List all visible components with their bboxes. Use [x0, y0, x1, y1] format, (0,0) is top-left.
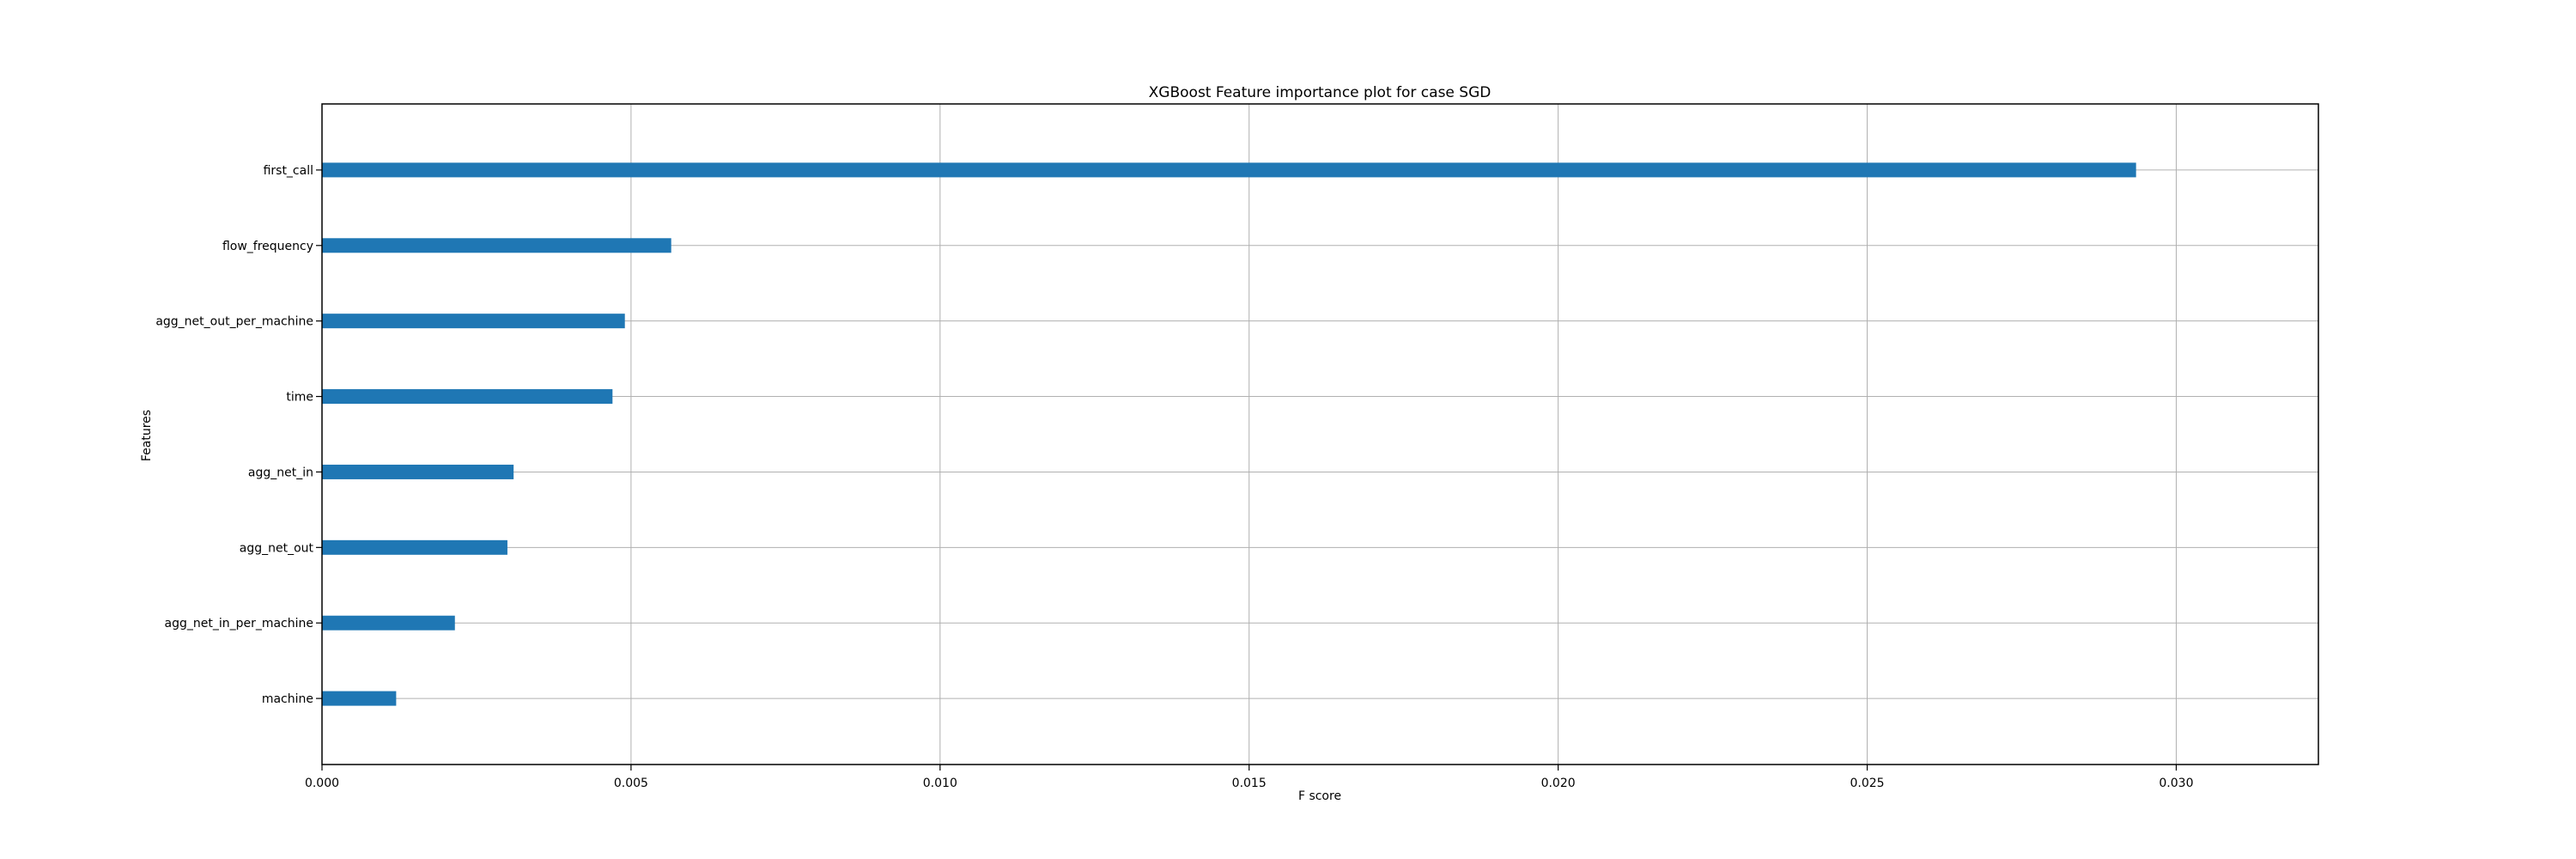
grid-lines — [321, 104, 2318, 765]
x-axis-title: F score — [1298, 789, 1341, 803]
y-tick-label: first_call — [264, 164, 313, 178]
bar-agg-net-in-per-machine — [322, 615, 455, 631]
plot-area-frame — [321, 103, 2319, 765]
bar-agg-net-in — [322, 464, 514, 479]
y-axis-ticks: first_call flow_frequency agg_net_out_per_… — [155, 164, 322, 706]
x-tick-label: 0.010 — [923, 777, 957, 790]
x-tick-label: 0.025 — [1850, 777, 1884, 790]
bar-agg-net-out-per-machine — [322, 314, 625, 329]
y-tick-label: machine — [262, 692, 313, 706]
x-tick-label: 0.000 — [305, 777, 339, 790]
x-tick-label: 0.020 — [1541, 777, 1576, 790]
y-tick-label: agg_net_out — [240, 541, 314, 555]
y-tick-label: time — [286, 391, 313, 405]
y-tick-label: agg_net_in_per_machine — [164, 617, 313, 631]
x-tick-label: 0.015 — [1232, 777, 1267, 790]
bar-flow-frequency — [322, 238, 671, 253]
chart-title: XGBoost Feature importance plot for case… — [1149, 84, 1492, 101]
x-axis-ticks: 0.000 0.005 0.010 0.015 0.020 0.025 0.030 — [305, 765, 2193, 790]
y-axis-title: Features — [140, 410, 154, 461]
y-tick-label: agg_net_out_per_machine — [155, 315, 313, 329]
bar-machine — [322, 691, 397, 706]
y-tick-label: agg_net_in — [248, 466, 313, 479]
x-tick-label: 0.030 — [2159, 777, 2193, 790]
bar-first-call — [322, 162, 2136, 178]
bar-agg-net-out — [322, 539, 507, 555]
bar-time — [322, 389, 613, 405]
bars — [322, 162, 2136, 706]
y-tick-label: flow_frequency — [222, 240, 313, 253]
x-tick-label: 0.005 — [614, 777, 648, 790]
